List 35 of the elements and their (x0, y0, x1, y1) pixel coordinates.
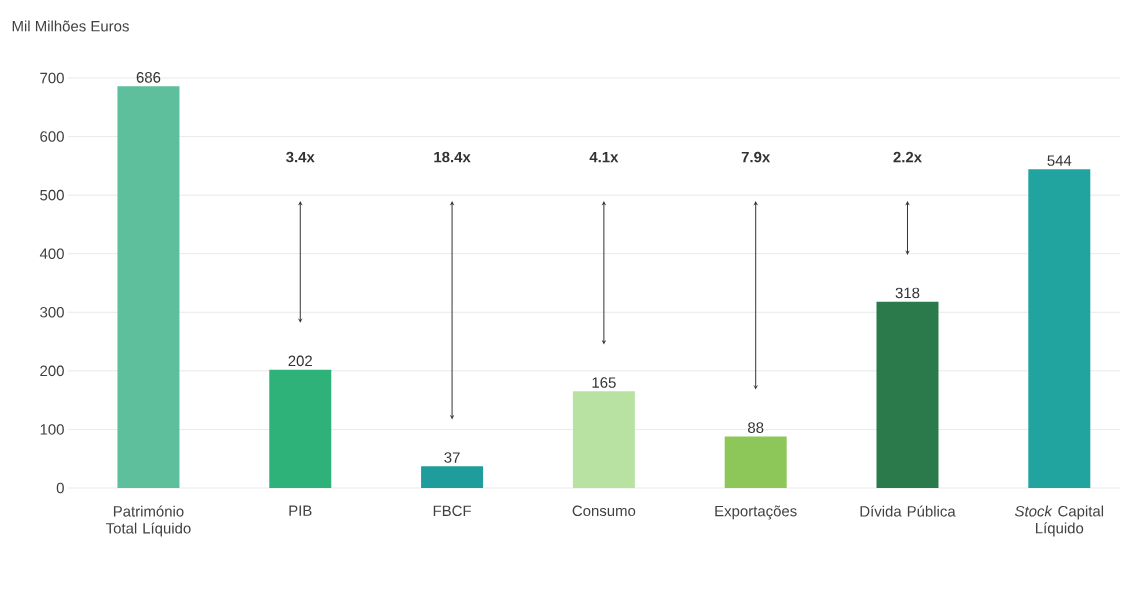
x-tick-label: Exportações (715, 505, 797, 520)
data-label: 202 (288, 355, 312, 367)
bar (1028, 169, 1091, 488)
annotation: 3.4x (286, 151, 315, 163)
annotation: 18.4x (434, 151, 471, 163)
data-label: 165 (592, 377, 616, 388)
x-tick-label: FBCF (433, 505, 471, 517)
data-label: 686 (136, 72, 161, 83)
bar (876, 301, 939, 488)
bar (724, 436, 787, 488)
y-tick-label: 200 (40, 365, 64, 377)
data-label: 544 (1047, 155, 1072, 166)
data-label: 88 (748, 422, 764, 433)
bar (117, 86, 180, 488)
bar (421, 466, 484, 488)
bar (572, 391, 635, 488)
x-tick-label: Dívida Pública (860, 505, 956, 517)
x-tick-label: Stock Capital Líquido (1014, 505, 1104, 537)
y-tick-label: 300 (40, 306, 64, 318)
y-tick-label: 700 (40, 72, 64, 84)
y-tick-label: 400 (39, 248, 64, 259)
annotation: 2.2x (893, 151, 922, 163)
y-tick-label: 600 (40, 131, 64, 142)
bar (269, 369, 332, 488)
x-tick-label: Consumo (572, 505, 636, 517)
x-tick-label: PIB (289, 505, 312, 516)
y-tick-label: 100 (40, 424, 64, 435)
x-tick-label: Património Total Líquido (106, 505, 191, 537)
y-tick-label: 0 (56, 482, 64, 494)
y-axis-title: Mil Milhões Euros (12, 20, 129, 32)
y-tick-label: 500 (40, 189, 64, 201)
data-label: 318 (895, 287, 920, 299)
annotation: 7.9x (741, 151, 771, 163)
data-label: 37 (444, 452, 460, 463)
annotation: 4.1x (589, 151, 619, 163)
